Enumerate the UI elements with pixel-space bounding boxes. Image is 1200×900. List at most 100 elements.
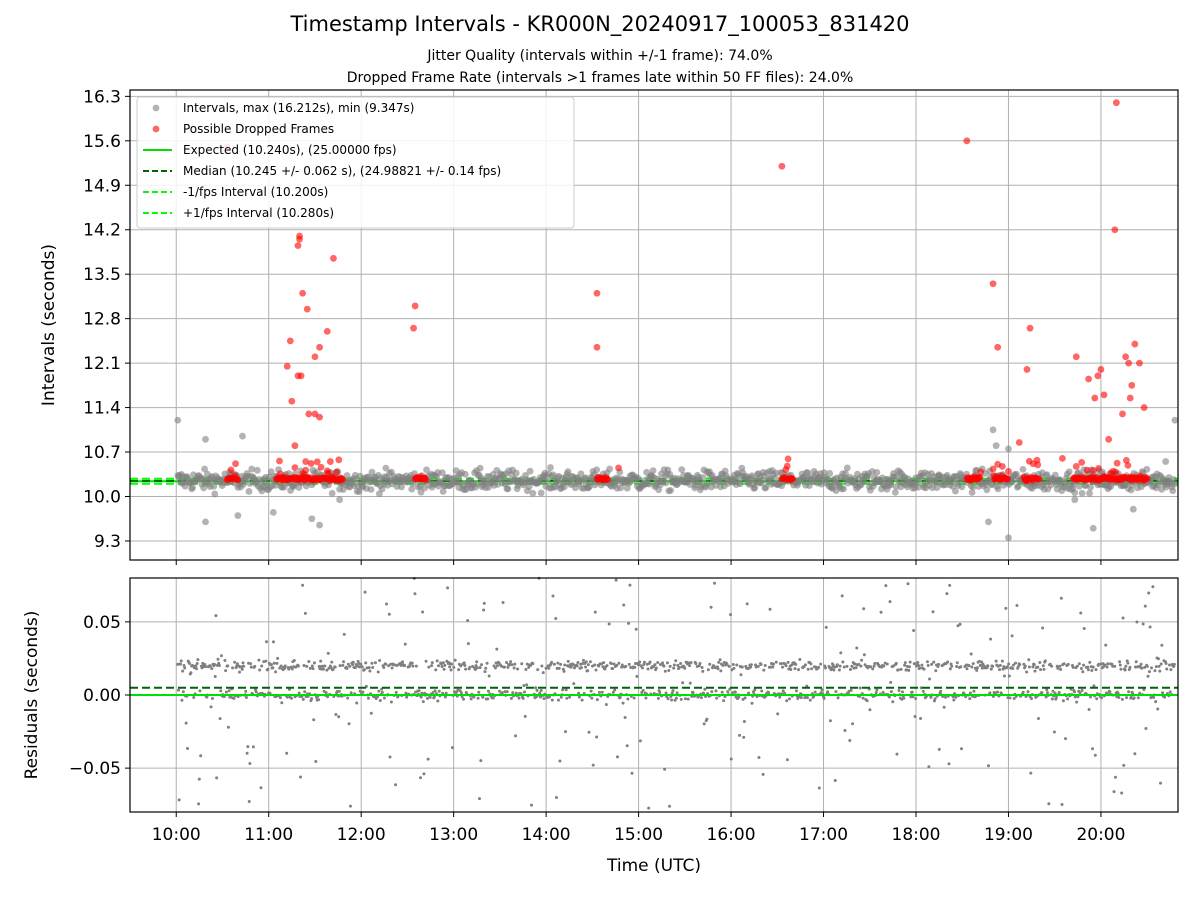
- residual-point: [849, 668, 852, 672]
- residual-point: [663, 767, 667, 771]
- residual-point: [242, 664, 246, 668]
- interval-point: [476, 464, 484, 472]
- residual-point: [839, 651, 843, 655]
- residual-point: [491, 696, 495, 700]
- residual-point: [414, 664, 418, 668]
- residual-point: [694, 662, 698, 666]
- residual-point: [459, 664, 463, 668]
- residual-point: [552, 662, 556, 666]
- dropped-frame-point: [232, 460, 239, 468]
- residual-point: [750, 701, 754, 705]
- residual-point: [512, 666, 516, 670]
- residual-point: [387, 612, 391, 616]
- residual-point: [603, 667, 607, 671]
- dropped-frame-point: [1111, 226, 1119, 234]
- residual-point: [1018, 663, 1022, 667]
- interval-point: [662, 479, 670, 487]
- residual-point: [937, 747, 941, 751]
- residual-point: [955, 661, 959, 665]
- dropped-frame-point: [1034, 461, 1042, 469]
- residual-point: [913, 715, 917, 719]
- interval-point: [582, 474, 589, 482]
- residual-point: [525, 683, 529, 687]
- dropped-frame-point: [297, 372, 305, 380]
- residual-point: [753, 688, 757, 692]
- residual-point: [462, 697, 466, 701]
- residual-point: [865, 699, 869, 703]
- residual-point: [403, 663, 407, 667]
- dropped-frame-point: [976, 473, 984, 481]
- residual-point: [817, 665, 821, 669]
- residual-point: [216, 657, 220, 661]
- residual-point: [292, 658, 296, 662]
- residual-point: [1045, 688, 1049, 692]
- dropped-frame-point: [291, 442, 299, 450]
- dropped-frame-point: [1112, 99, 1120, 107]
- residual-point: [626, 697, 630, 701]
- residual-point: [781, 665, 785, 669]
- residual-point: [1087, 708, 1091, 712]
- residual-point: [353, 666, 357, 670]
- residual-point: [1129, 696, 1133, 700]
- residual-point: [640, 690, 644, 694]
- residual-point: [854, 666, 858, 670]
- residual-point: [181, 669, 185, 673]
- residual-point: [345, 666, 349, 670]
- residual-point: [378, 659, 382, 663]
- residual-point: [996, 690, 1000, 694]
- interval-point: [1089, 524, 1097, 532]
- residual-point: [210, 667, 214, 671]
- residual-point: [1168, 690, 1172, 694]
- residual-point: [1032, 663, 1036, 667]
- residual-point: [473, 667, 477, 671]
- residual-point: [348, 804, 352, 808]
- residual-point: [1090, 668, 1094, 672]
- residual-point: [991, 664, 995, 668]
- residual-point: [334, 712, 338, 716]
- residual-point: [956, 624, 960, 628]
- residual-point: [902, 696, 906, 700]
- residual-point: [1100, 696, 1104, 700]
- residual-point: [674, 696, 678, 700]
- residual-point: [708, 662, 712, 666]
- residual-point: [1029, 771, 1033, 775]
- interval-point: [1071, 489, 1079, 497]
- residual-point: [1044, 695, 1048, 699]
- residual-point: [911, 695, 915, 699]
- residual-point: [975, 666, 979, 670]
- residual-point: [342, 660, 346, 664]
- residual-point: [538, 691, 542, 695]
- residual-point: [1080, 688, 1084, 692]
- residual-point: [679, 662, 683, 666]
- dropped-frame-point: [313, 458, 321, 466]
- residual-point: [568, 695, 572, 699]
- residual-point: [667, 804, 671, 808]
- residual-point: [884, 584, 888, 588]
- residual-point: [378, 699, 382, 703]
- residual-point: [1007, 662, 1011, 666]
- residual-point: [457, 668, 461, 672]
- residual-point: [323, 664, 327, 668]
- residual-point: [279, 664, 283, 668]
- interval-point: [269, 508, 277, 516]
- residual-point: [760, 689, 764, 693]
- interval-point: [1019, 465, 1027, 473]
- interval-point: [762, 484, 770, 491]
- interval-point: [1169, 487, 1177, 495]
- residual-point: [389, 700, 393, 704]
- residual-point: [1156, 657, 1160, 661]
- residual-point: [763, 664, 767, 668]
- residuals-reference-lines: [130, 686, 1178, 696]
- residual-point: [779, 662, 783, 666]
- dropped-frame-point: [326, 458, 334, 465]
- residual-point: [994, 659, 998, 663]
- residual-point: [1165, 667, 1169, 671]
- residual-point: [607, 622, 611, 626]
- interval-point: [958, 483, 966, 491]
- residual-point: [1023, 664, 1027, 668]
- residual-point: [1088, 695, 1092, 699]
- residual-point: [430, 664, 434, 668]
- dropped-frame-point: [1113, 459, 1121, 467]
- dropped-frame-point: [1023, 366, 1031, 373]
- residual-point: [264, 659, 268, 663]
